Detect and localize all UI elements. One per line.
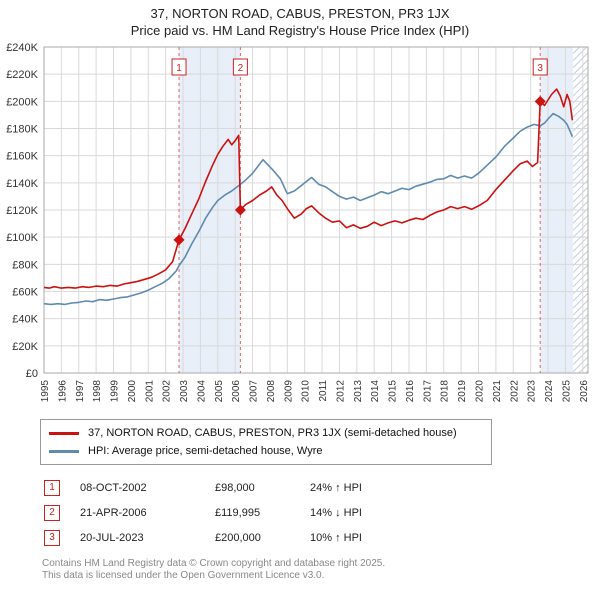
sale-date: 21-APR-2006 <box>80 506 147 519</box>
sales-table: 1 08-OCT-2002 £98,000 24% ↑ HPI 2 21-APR… <box>0 475 600 550</box>
x-axis-tick-label: 2021 <box>492 380 503 403</box>
sale-number-box <box>232 58 248 76</box>
x-axis-tick-label: 1999 <box>110 380 121 403</box>
sale-row: 3 20-JUL-2023 £200,000 10% ↑ HPI <box>44 525 600 550</box>
footer-copyright: Contains HM Land Registry data © Crown c… <box>42 558 386 569</box>
x-axis-tick-label: 2008 <box>266 380 277 403</box>
page-title: 37, NORTON ROAD, CABUS, PRESTON, PR3 1JX <box>150 6 450 21</box>
x-axis-tick-label: 2017 <box>422 380 433 403</box>
footer-licence-text: Contains HM Land Registry data © Crown c… <box>42 558 600 582</box>
x-axis-tick-label: 2018 <box>440 380 451 403</box>
x-axis-tick-label: 1998 <box>92 380 103 403</box>
y-axis-tick-label: £20K <box>12 341 38 353</box>
chart-legend: 37, NORTON ROAD, CABUS, PRESTON, PR3 1JX… <box>40 419 492 465</box>
price-series-line <box>43 112 574 306</box>
y-axis-tick-label: £160K <box>6 151 38 163</box>
legend-item-property: 37, NORTON ROAD, CABUS, PRESTON, PR3 1JX… <box>49 424 483 442</box>
x-axis-tick-label: 2005 <box>214 380 225 403</box>
legend-label-property: 37, NORTON ROAD, CABUS, PRESTON, PR3 1JX… <box>88 427 457 439</box>
x-axis-tick-label: 2010 <box>301 380 312 403</box>
sale-number-box <box>171 58 187 76</box>
x-axis-tick-label: 2016 <box>405 380 416 403</box>
sale-price: £119,995 <box>215 506 261 519</box>
legend-label-hpi: HPI: Average price, semi-detached house,… <box>88 445 323 457</box>
sale-hpi-delta: 24% ↑ HPI <box>310 481 362 494</box>
y-axis-tick-label: £220K <box>6 69 38 81</box>
sale-date: 20-JUL-2023 <box>80 531 144 544</box>
y-axis-tick-label: £240K <box>6 42 38 54</box>
x-axis-tick-label: 2022 <box>509 380 520 403</box>
x-axis-tick-label: 2000 <box>127 380 138 403</box>
x-axis-tick-label: 2020 <box>475 380 486 403</box>
x-axis-tick-label: 2011 <box>318 380 329 402</box>
x-axis-tick-label: 2001 <box>144 380 155 403</box>
sale-number-box-label: 2 <box>238 63 244 74</box>
y-axis-tick-label: £100K <box>6 232 38 244</box>
x-axis-tick-label: 2019 <box>457 380 468 403</box>
footer-licence: This data is licensed under the Open Gov… <box>42 570 325 581</box>
price-series-line <box>43 88 574 289</box>
sale-marker-diamond <box>173 234 185 246</box>
sale-price: £98,000 <box>215 481 255 494</box>
y-axis-tick-label: £140K <box>6 178 38 190</box>
y-axis-tick-label: £200K <box>6 96 38 108</box>
plot-frame <box>43 46 589 374</box>
page-subtitle: Price paid vs. HM Land Registry's House … <box>130 23 470 38</box>
sale-hpi-delta: 10% ↑ HPI <box>310 531 362 544</box>
sale-hpi-delta: 14% ↓ HPI <box>310 506 362 519</box>
sale-marker-diamond <box>534 95 546 107</box>
x-axis-tick-label: 1996 <box>57 380 68 403</box>
y-axis-tick-label: £60K <box>12 287 38 299</box>
x-axis-tick-label: 2013 <box>353 380 364 403</box>
sale-price: £200,000 <box>215 531 261 544</box>
x-axis-tick-label: 2012 <box>335 380 346 403</box>
x-axis-tick-label: 2026 <box>579 380 590 403</box>
sale-number-badge: 3 <box>44 529 60 546</box>
sale-number-box-label: 1 <box>176 63 182 74</box>
x-axis-tick-label: 2009 <box>283 380 294 403</box>
chart-header: 37, NORTON ROAD, CABUS, PRESTON, PR3 1JX… <box>0 0 600 39</box>
x-axis-tick-label: 2003 <box>179 380 190 403</box>
y-axis-tick-label: £120K <box>6 205 38 217</box>
x-axis-tick-label: 2025 <box>561 380 572 403</box>
sale-number-box <box>532 58 548 76</box>
x-axis-tick-label: 2023 <box>527 380 538 403</box>
sale-marker-diamond <box>234 204 246 216</box>
y-axis-tick-label: £80K <box>12 259 38 271</box>
sale-row: 1 08-OCT-2002 £98,000 24% ↑ HPI <box>44 475 600 500</box>
x-axis-tick-label: 2024 <box>544 380 555 403</box>
sale-number-box-label: 3 <box>537 63 543 74</box>
x-axis-tick-label: 2004 <box>196 380 207 403</box>
hpi-line-swatch <box>49 449 79 453</box>
x-axis-tick-label: 2002 <box>162 380 173 403</box>
y-axis-tick-label: £0 <box>26 368 38 380</box>
x-axis-tick-label: 2014 <box>370 380 381 403</box>
y-axis-tick-label: £180K <box>6 124 38 136</box>
legend-item-hpi: HPI: Average price, semi-detached house,… <box>49 442 483 460</box>
x-axis-tick-label: 2015 <box>388 380 399 403</box>
price-history-chart: 1995 1996 1997 1998 1999 2000 2001 2002 2003 2004… <box>6 42 590 403</box>
sale-row: 2 21-APR-2006 £119,995 14% ↓ HPI <box>44 500 600 525</box>
x-axis-tick-label: 2007 <box>249 380 260 403</box>
sale-date: 08-OCT-2002 <box>80 481 147 494</box>
x-axis-tick-label: 1997 <box>75 380 86 403</box>
x-axis-tick-label: 2006 <box>231 380 242 403</box>
sale-number-badge: 2 <box>44 504 60 521</box>
property-line-swatch <box>49 431 79 435</box>
sale-number-badge: 1 <box>44 479 60 496</box>
y-axis-tick-label: £40K <box>12 314 38 326</box>
x-axis-tick-label: 1995 <box>40 380 51 403</box>
